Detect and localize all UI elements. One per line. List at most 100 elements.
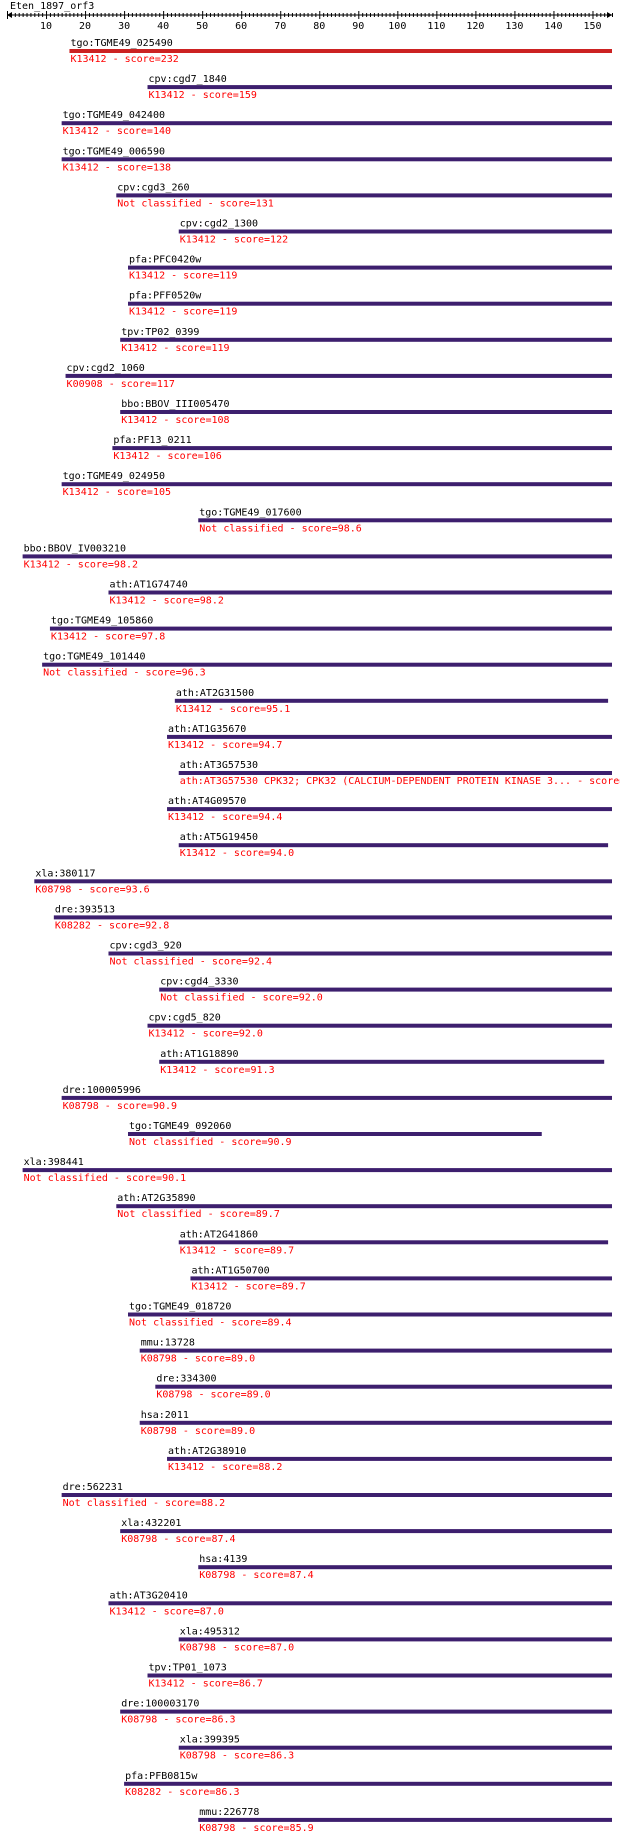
hit-row[interactable]: pfa:PFC0420w K13412 - score=119 [128,255,612,282]
hit-row[interactable]: ath:AT3G20410 K13412 - score=87.0 [108,1590,612,1617]
hit-row[interactable]: ath:AT1G18890 K13412 - score=91.3 [159,1049,605,1076]
hit-name[interactable]: cpv:cgd2_1300 [180,219,258,230]
hit-bar[interactable] [147,85,613,90]
hit-bar[interactable] [61,157,613,162]
hit-bar[interactable] [139,1420,613,1425]
hit-bar[interactable] [69,49,613,53]
hit-bar[interactable] [112,446,613,451]
hit-row[interactable]: tgo:TGME49_101440 Not classified - score=… [42,652,613,679]
hit-row[interactable]: pfa:PFF0520w K13412 - score=119 [128,291,612,318]
hit-name[interactable]: ath:AT1G18890 [160,1049,238,1060]
hit-name[interactable]: dre:393513 [55,904,115,915]
hit-name[interactable]: tgo:TGME49_006590 [63,146,165,157]
hit-row[interactable]: ath:AT1G74740 K13412 - score=98.2 [108,580,612,607]
hit-bar[interactable] [124,1781,612,1786]
hit-name[interactable]: dre:562231 [63,1482,123,1493]
hit-bar[interactable] [61,121,613,126]
hit-row[interactable]: bbo:BBOV_III005470 K13412 - score=108 [120,399,613,426]
hit-name[interactable]: dre:100003170 [121,1699,199,1710]
hit-row[interactable]: cpv:cgd2_1300 K13412 - score=122 [178,219,612,246]
hit-bar[interactable] [147,1023,613,1028]
hit-name[interactable]: ath:AT5G19450 [180,832,258,843]
hit-name[interactable]: xla:432201 [121,1518,181,1529]
hit-bar[interactable] [128,265,612,270]
hit-name[interactable]: tgo:TGME49_025490 [70,38,172,49]
hit-name[interactable]: tgo:TGME49_042400 [63,110,165,121]
hit-name[interactable]: mmu:226778 [199,1807,259,1818]
hit-row[interactable]: tgo:TGME49_006590 K13412 - score=138 [61,146,613,173]
hit-row[interactable]: tgo:TGME49_018720 Not classified - score=… [128,1302,612,1329]
hit-row[interactable]: tpv:TP02_0399 K13412 - score=119 [120,327,613,354]
hit-row[interactable]: dre:562231 Not classified - score=88.2 [61,1482,613,1509]
hit-name[interactable]: tpv:TP02_0399 [121,327,199,338]
hit-row[interactable]: tgo:TGME49_092060 Not classified - score=… [128,1121,542,1148]
hit-bar[interactable] [61,1095,613,1100]
hit-name[interactable]: xla:495312 [180,1626,240,1637]
hit-bar[interactable] [139,1348,613,1353]
hit-bar[interactable] [198,1817,613,1822]
hit-row[interactable]: cpv:cgd5_820 K13412 - score=92.0 [147,1013,613,1040]
hit-row[interactable]: ath:AT1G50700 K13412 - score=89.7 [190,1265,613,1292]
hit-row[interactable]: pfa:PFB0815w K08282 - score=86.3 [124,1771,612,1798]
hit-name[interactable]: dre:100005996 [63,1085,141,1096]
hit-row[interactable]: tgo:TGME49_105860 K13412 - score=97.8 [49,616,612,643]
hit-name[interactable]: hsa:4139 [199,1554,247,1565]
hit-bar[interactable] [108,590,612,595]
hit-bar[interactable] [22,554,612,559]
hit-bar[interactable] [178,771,612,775]
hit-name[interactable]: xla:398441 [24,1157,84,1168]
hit-row[interactable]: dre:100003170 K08798 - score=86.3 [120,1699,613,1726]
hit-name[interactable]: dre:334300 [156,1374,216,1385]
hit-row[interactable]: ath:AT2G38910 K13412 - score=88.2 [167,1446,612,1473]
hit-name[interactable]: ath:AT1G35670 [168,724,246,735]
hit-row[interactable]: tgo:TGME49_024950 K13412 - score=105 [61,471,613,498]
hit-row[interactable]: hsa:4139 K08798 - score=87.4 [198,1554,613,1581]
hit-name[interactable]: pfa:PFF0520w [129,291,202,302]
hit-name[interactable]: ath:AT3G20410 [109,1590,187,1601]
hit-name[interactable]: hsa:2011 [141,1410,189,1421]
hit-bar[interactable] [147,1673,613,1678]
hit-bar[interactable] [49,626,612,631]
hit-name[interactable]: ath:AT2G35890 [117,1193,195,1204]
hit-row[interactable]: xla:398441 Not classified - score=90.1 [22,1157,612,1184]
hit-name[interactable]: mmu:13728 [141,1338,195,1349]
hit-bar[interactable] [61,482,613,487]
hit-row[interactable]: tpv:TP01_1073 K13412 - score=86.7 [147,1663,613,1690]
hit-row[interactable]: ath:AT5G19450 K13412 - score=94.0 [178,832,609,859]
hit-name[interactable]: ath:AT4G09570 [168,796,246,807]
hit-name[interactable]: tpv:TP01_1073 [149,1663,227,1674]
hit-bar[interactable] [178,229,612,234]
hit-bar[interactable] [116,193,613,198]
hit-name[interactable]: ath:AT1G50700 [191,1265,269,1276]
hit-bar[interactable] [159,1059,605,1064]
hit-row[interactable]: pfa:PF13_0211 K13412 - score=106 [112,435,613,462]
hit-bar[interactable] [61,1493,613,1497]
hit-row[interactable]: xla:380117 K08798 - score=93.6 [34,868,613,895]
hit-bar[interactable] [128,1312,612,1317]
hit-name[interactable]: pfa:PFB0815w [125,1771,198,1782]
hit-name[interactable]: cpv:cgd5_820 [149,1013,221,1024]
hit-name[interactable]: tgo:TGME49_024950 [63,471,165,482]
hit-bar[interactable] [108,951,612,956]
hit-bar[interactable] [53,915,613,920]
hit-bar[interactable] [22,1168,612,1173]
hit-row[interactable]: cpv:cgd7_1840 K13412 - score=159 [147,74,613,101]
hit-row[interactable]: ath:AT4G09570 K13412 - score=94.4 [167,796,612,823]
hit-row[interactable]: xla:495312 K08798 - score=87.0 [178,1626,612,1653]
hit-row[interactable]: cpv:cgd3_260 Not classified - score=131 [116,182,613,209]
hit-name[interactable]: ath:AT2G41860 [180,1229,258,1240]
hit-row[interactable]: mmu:13728 K08798 - score=89.0 [139,1338,613,1365]
hit-bar[interactable] [155,1384,613,1389]
hit-name[interactable]: tgo:TGME49_092060 [129,1121,231,1132]
hit-name[interactable]: cpv:cgd4_3330 [160,977,238,988]
hit-bar[interactable] [167,1456,612,1461]
hit-row[interactable]: cpv:cgd3_920 Not classified - score=92.4 [108,941,612,968]
hit-name[interactable]: cpv:cgd7_1840 [149,74,227,85]
hit-bar[interactable] [178,843,609,848]
hit-row[interactable]: cpv:cgd2_1060 K00908 - score=117 [65,363,612,390]
hit-bar[interactable] [120,1529,613,1534]
hit-row[interactable]: dre:100005996 K08798 - score=90.9 [61,1085,613,1112]
hit-bar[interactable] [198,518,613,523]
hit-name[interactable]: ath:AT3G57530 [180,760,258,771]
hit-row[interactable]: bbo:BBOV_IV003210 K13412 - score=98.2 [22,543,612,570]
